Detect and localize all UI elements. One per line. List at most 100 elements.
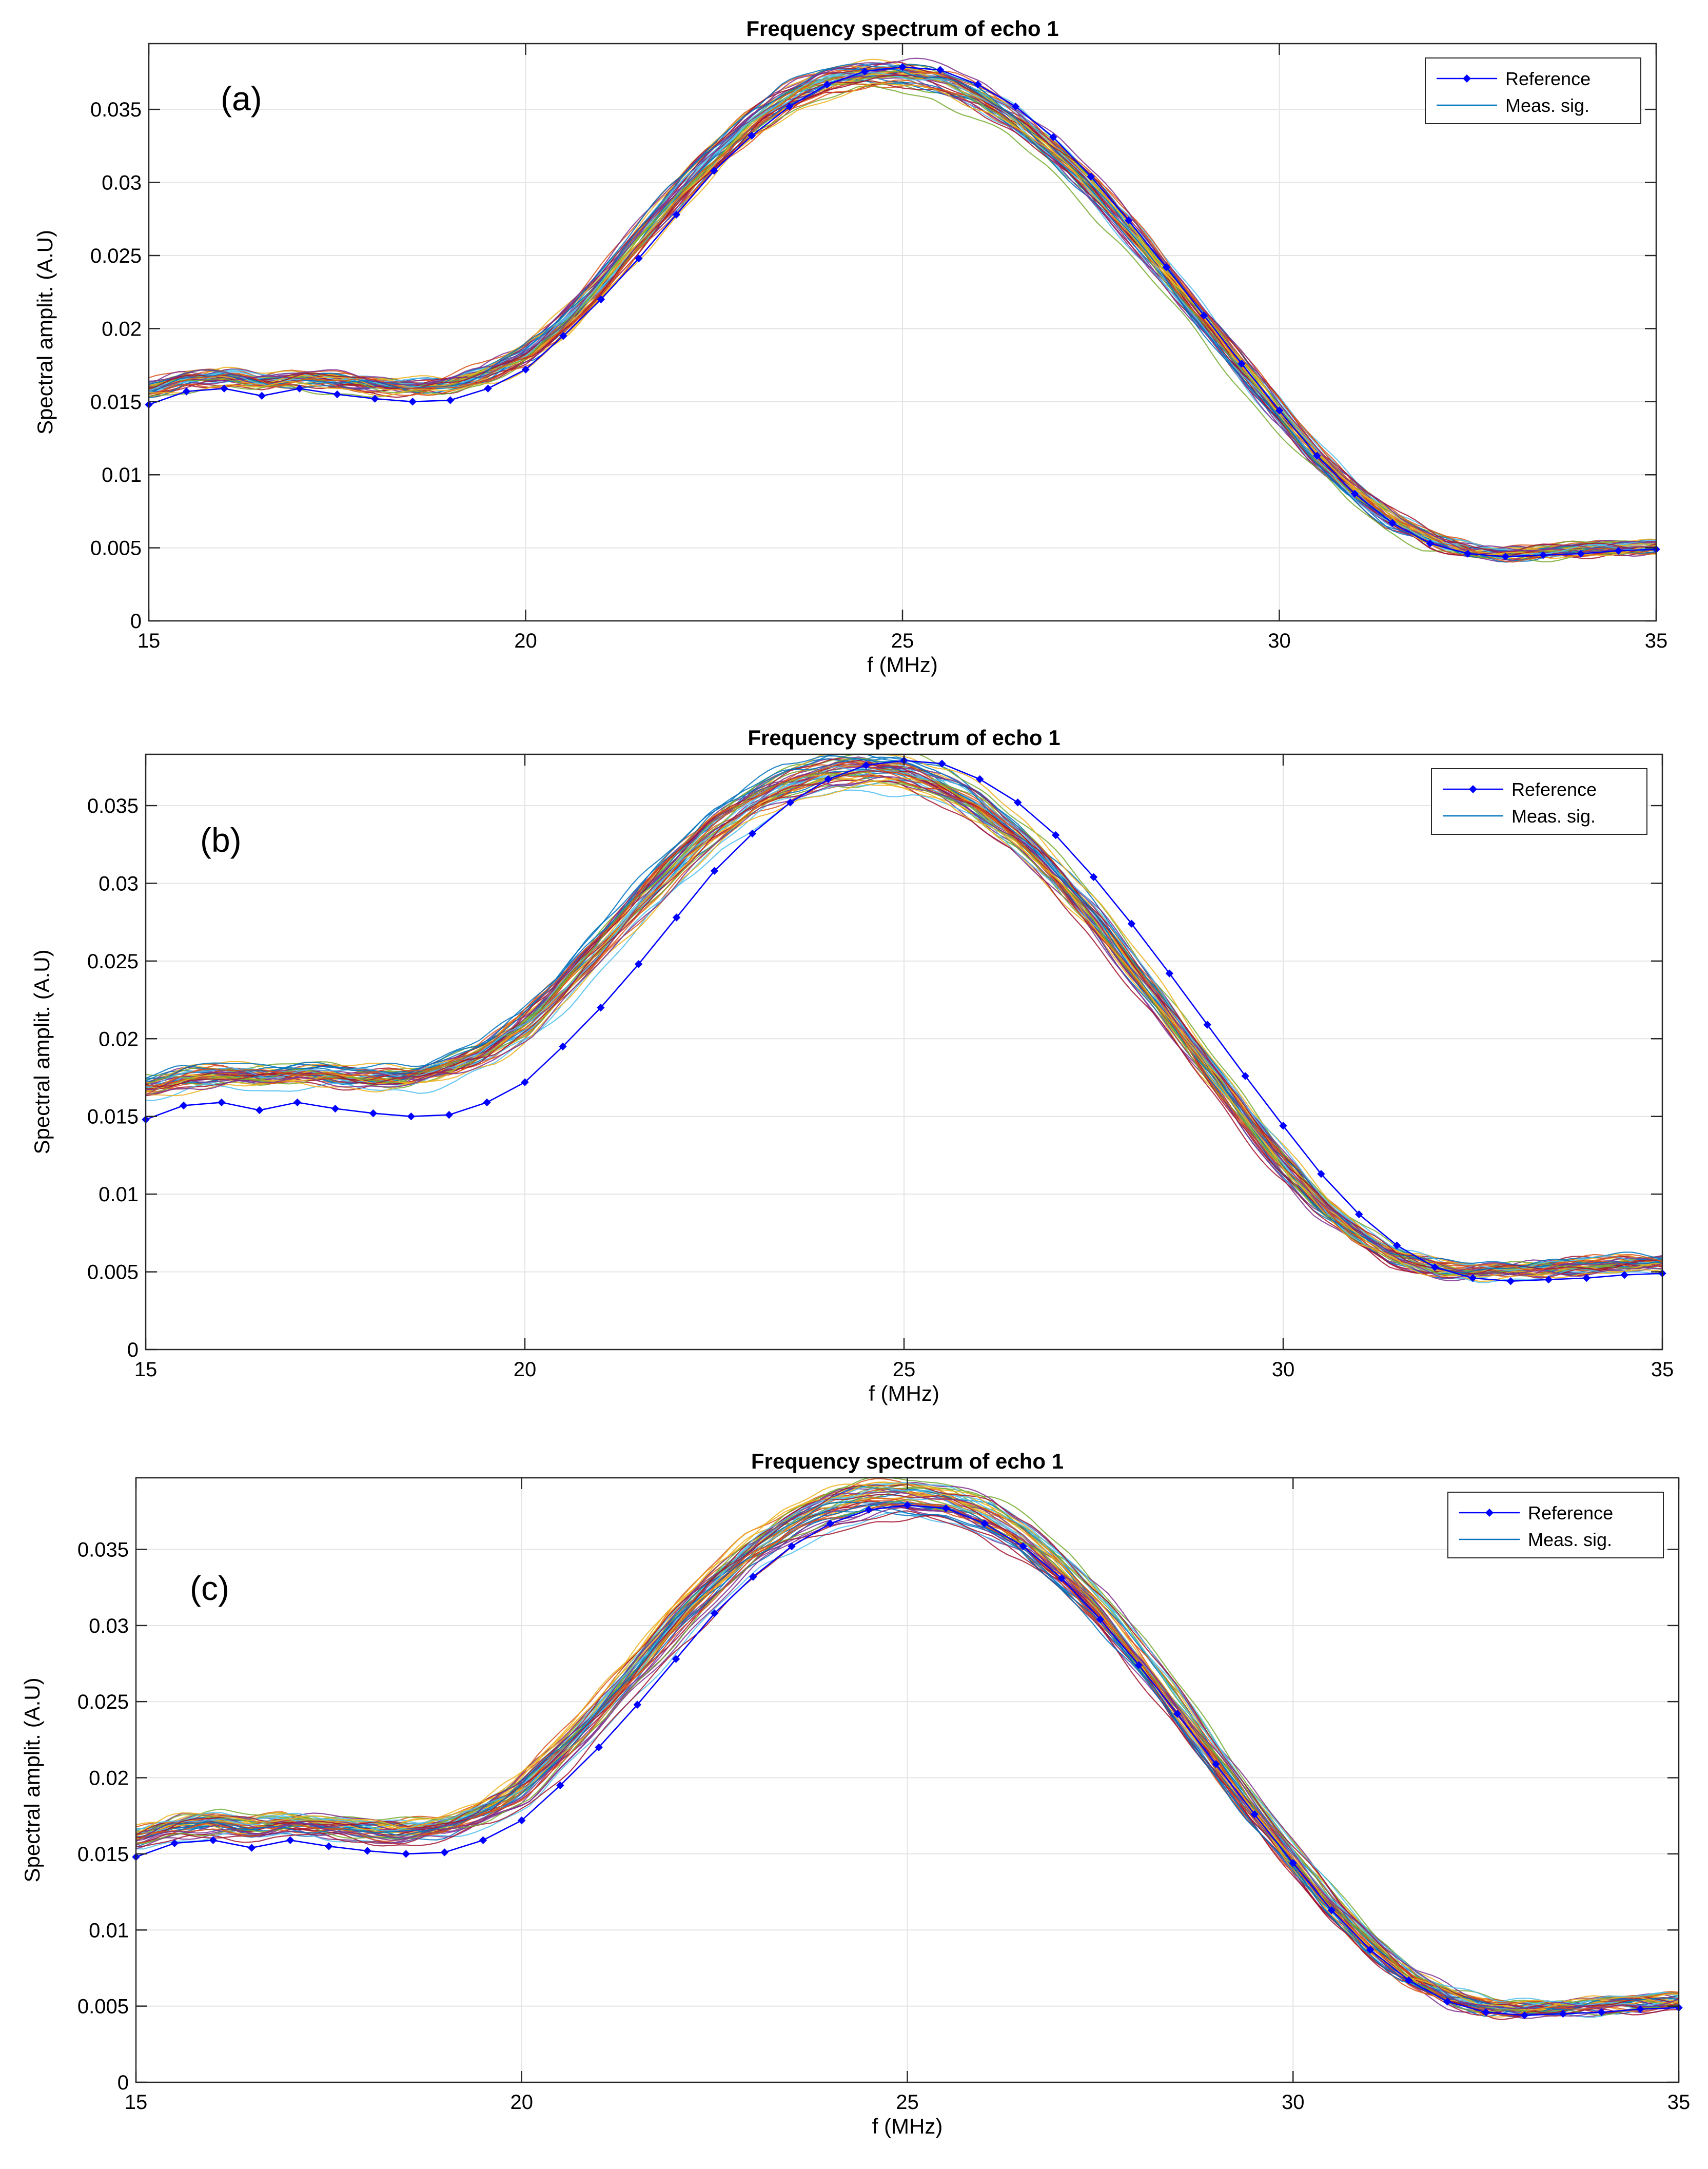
reference-point — [1162, 263, 1170, 271]
reference-point — [1405, 1976, 1413, 1984]
y-tick-label: 0.015 — [77, 1843, 129, 1866]
legend-box — [1447, 1492, 1664, 1558]
reference-point — [1173, 1710, 1182, 1718]
reference-point — [748, 829, 757, 838]
reference-point — [865, 1506, 873, 1514]
reference-point — [672, 1655, 680, 1663]
reference-point — [559, 1042, 567, 1051]
reference-point — [976, 775, 984, 784]
x-axis-label: f (MHz) — [867, 653, 938, 677]
meas-signal-line — [148, 57, 1657, 555]
reference-point — [597, 1003, 605, 1012]
reference-point — [1468, 1274, 1477, 1282]
reference-point — [1501, 552, 1509, 561]
reference-point — [1200, 311, 1208, 320]
reference-point — [445, 1110, 453, 1119]
reference-point — [1241, 1072, 1249, 1080]
reference-point — [1049, 133, 1057, 141]
reference-point — [1096, 1615, 1105, 1624]
reference-point — [1203, 1021, 1211, 1029]
reference-point — [634, 960, 643, 968]
meas-signal-line — [145, 789, 1663, 1283]
legend-meas-label: Meas. sig. — [1528, 1529, 1612, 1550]
reference-point — [370, 395, 379, 403]
reference-point — [1597, 2008, 1606, 2017]
reference-point — [1013, 798, 1022, 807]
reference-point — [1388, 519, 1397, 527]
reference-point — [1212, 1760, 1220, 1768]
reference-point — [1011, 102, 1020, 111]
reference-point — [974, 81, 982, 89]
reference-point — [218, 1098, 226, 1107]
legend-reference-label: Reference — [1528, 1502, 1613, 1523]
reference-point — [402, 1850, 410, 1858]
x-tick-label: 15 — [138, 630, 161, 652]
x-tick-label: 20 — [511, 2091, 534, 2114]
reference-point — [521, 1078, 529, 1086]
legend-reference-label: Reference — [1505, 68, 1591, 89]
reference-point — [672, 210, 681, 219]
chart-panel-a: 15 20 25 30 35 0 0.005 0.01 0.015 0.02 0.025 0.03 0.… — [33, 16, 1667, 677]
y-tick-label: 0.005 — [90, 537, 142, 560]
legend-box — [1431, 768, 1647, 835]
reference-point — [296, 384, 304, 393]
reference-point — [1430, 1263, 1439, 1272]
y-tick-label: 0.035 — [87, 795, 139, 817]
y-axis-label: Spectral amplit. (A.U) — [30, 949, 54, 1154]
reference-point — [331, 1104, 340, 1113]
legend-box — [1425, 57, 1641, 124]
meas-signal-line — [135, 1504, 1679, 2010]
chart-title: Frequency spectrum of echo 1 — [748, 726, 1060, 750]
x-tick-label: 25 — [896, 2091, 919, 2114]
reference-point — [1482, 2008, 1490, 2017]
reference-point — [786, 798, 795, 807]
legend: Reference Meas. sig. — [1447, 1492, 1664, 1558]
reference-point — [1317, 1170, 1325, 1178]
x-tick-label: 15 — [134, 1358, 158, 1381]
reference-point — [556, 1781, 564, 1790]
y-tick-label: 0.01 — [89, 1919, 129, 1942]
reference-point — [710, 867, 719, 875]
reference-point — [180, 1101, 188, 1110]
chart-title: Frequency spectrum of echo 1 — [746, 16, 1058, 41]
reference-point — [1089, 873, 1098, 881]
legend-reference-marker — [1463, 74, 1471, 83]
reference-point — [1506, 1277, 1515, 1285]
legend: Reference Meas. sig. — [1425, 57, 1641, 124]
reference-point — [325, 1842, 333, 1850]
reference-point — [521, 365, 530, 374]
reference-point — [363, 1847, 371, 1855]
reference-point — [1124, 216, 1133, 225]
reference-point — [1392, 1241, 1401, 1249]
reference-point — [1426, 539, 1435, 548]
reference-point — [369, 1109, 378, 1118]
reference-point — [1289, 1859, 1297, 1867]
meas-signal-line — [135, 1515, 1679, 2020]
y-tick-label: 0.005 — [77, 1996, 129, 2018]
x-tick-label: 30 — [1268, 630, 1291, 652]
meas-signal-line — [135, 1484, 1679, 2008]
y-axis-label: Spectral amplit. (A.U) — [20, 1677, 44, 1882]
reference-point — [209, 1836, 218, 1844]
chart-panel-c: 15 20 25 30 35 0 0.005 0.01 0.015 0.02 0.025 0.03 0.… — [20, 1449, 1690, 2138]
y-tick-label: 0.02 — [99, 1028, 139, 1050]
reference-point — [748, 131, 756, 140]
reference-point — [1275, 406, 1284, 415]
reference-point — [1620, 1271, 1628, 1279]
legend-reference-marker — [1485, 1509, 1494, 1517]
reference-point — [258, 392, 266, 400]
y-tick-label: 0.01 — [99, 1183, 139, 1206]
reference-point — [1355, 1210, 1363, 1219]
panel-label: (b) — [200, 821, 242, 859]
reference-point — [1327, 1906, 1336, 1914]
reference-point — [1350, 490, 1359, 498]
y-tick-label: 0.02 — [102, 318, 142, 340]
reference-point — [980, 1519, 989, 1528]
reference-point — [170, 1839, 179, 1847]
reference-point — [826, 1519, 834, 1528]
reference-point — [1614, 546, 1623, 555]
reference-point — [1464, 550, 1472, 558]
reference-point — [1582, 1274, 1591, 1282]
reference-point — [1520, 2011, 1529, 2020]
x-tick-label: 20 — [514, 1358, 537, 1381]
